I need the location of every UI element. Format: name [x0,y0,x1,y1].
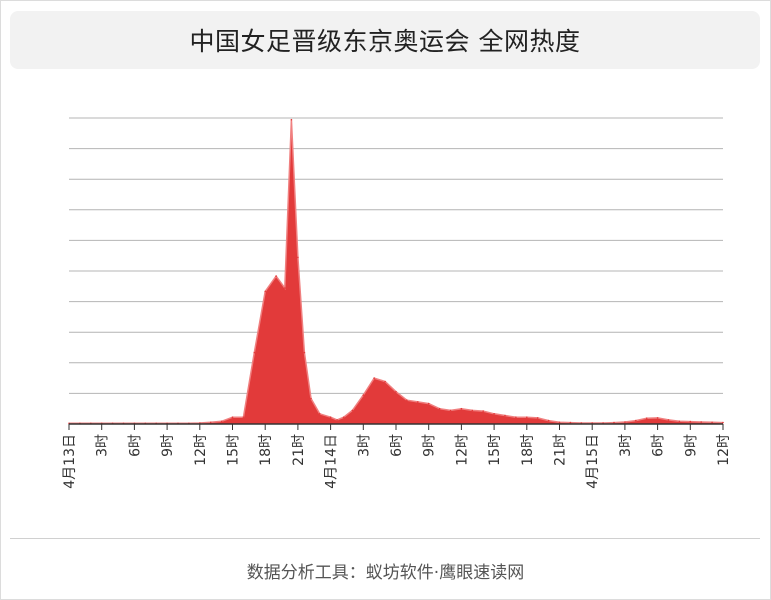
data-point [515,416,517,419]
x-tick-label: 6时 [127,434,143,457]
x-tick-label: 3时 [356,434,372,457]
x-tick-label: 18时 [258,434,274,466]
data-point [558,421,561,424]
footer-credit: 数据分析工具：蚁坊软件·鹰眼速读网 [246,563,525,583]
footer-divider [10,538,760,539]
data-point [722,421,724,424]
x-tick-label: 18时 [520,434,536,466]
data-point [310,397,312,400]
data-point [526,416,528,419]
data-point [264,290,267,293]
data-point [689,420,692,423]
data-point [362,394,365,396]
data-point [242,416,245,419]
data-point [406,399,408,402]
data-point [297,256,299,259]
x-tick-label: 3时 [95,434,111,457]
x-tick-label: 12时 [454,434,470,466]
data-point [624,421,626,423]
data-point [700,421,702,423]
data-point [220,420,223,423]
x-tick-label: 3时 [618,434,634,457]
x-tick-label: 15时 [487,434,503,466]
data-point [667,419,670,421]
data-point [395,390,397,393]
data-point [303,351,306,354]
data-point [656,417,659,419]
data-point [231,416,234,419]
x-tick-label: 4月15日 [585,434,601,489]
x-tick-label: 9时 [683,434,699,457]
data-point [645,417,648,420]
data-point [284,287,286,289]
data-point [417,401,419,403]
x-tick-label: 12时 [716,434,732,466]
data-point [449,409,452,412]
data-point [384,380,386,383]
x-tick-label: 9时 [160,434,176,457]
data-point [471,409,474,412]
data-point [336,419,338,421]
data-point [373,377,376,379]
data-point [329,416,332,419]
x-tick-label: 4月13日 [62,434,78,489]
data-point [253,351,256,354]
data-point [438,407,441,410]
data-point [711,421,713,424]
data-point [547,419,550,422]
data-point [504,414,506,417]
x-tick-label: 9时 [422,434,438,457]
x-tick-label: 12时 [193,434,209,466]
data-point [482,410,485,412]
data-point [569,421,572,424]
data-point [460,407,463,410]
x-tick-label: 15时 [226,434,242,466]
x-tick-label: 21时 [291,434,307,466]
data-point [318,413,321,415]
data-point [290,118,293,121]
data-point [493,413,495,415]
data-point [427,402,430,405]
data-point [275,275,277,277]
data-point [536,417,539,419]
chart-title: 中国女足晋级东京奥运会 全网热度 [189,27,581,56]
area-chart: 4月13日 3时 6时 9时 12时 15时 18时 21时 4月14日 3时 6时 9时 12时 15时… [62,117,732,489]
data-point [613,421,615,424]
x-tick-label: 6时 [389,434,405,457]
title-banner: 中国女足晋级东京奥运会 全网热度 [10,11,760,69]
data-point [678,420,681,423]
data-point [209,421,212,424]
x-tick-label: 6时 [651,434,667,457]
data-point [635,419,637,422]
x-tick-label: 21时 [553,434,569,466]
x-tick-label: 4月14日 [324,434,340,489]
data-point [342,416,345,419]
area-fill [69,119,723,424]
data-point [351,409,354,412]
